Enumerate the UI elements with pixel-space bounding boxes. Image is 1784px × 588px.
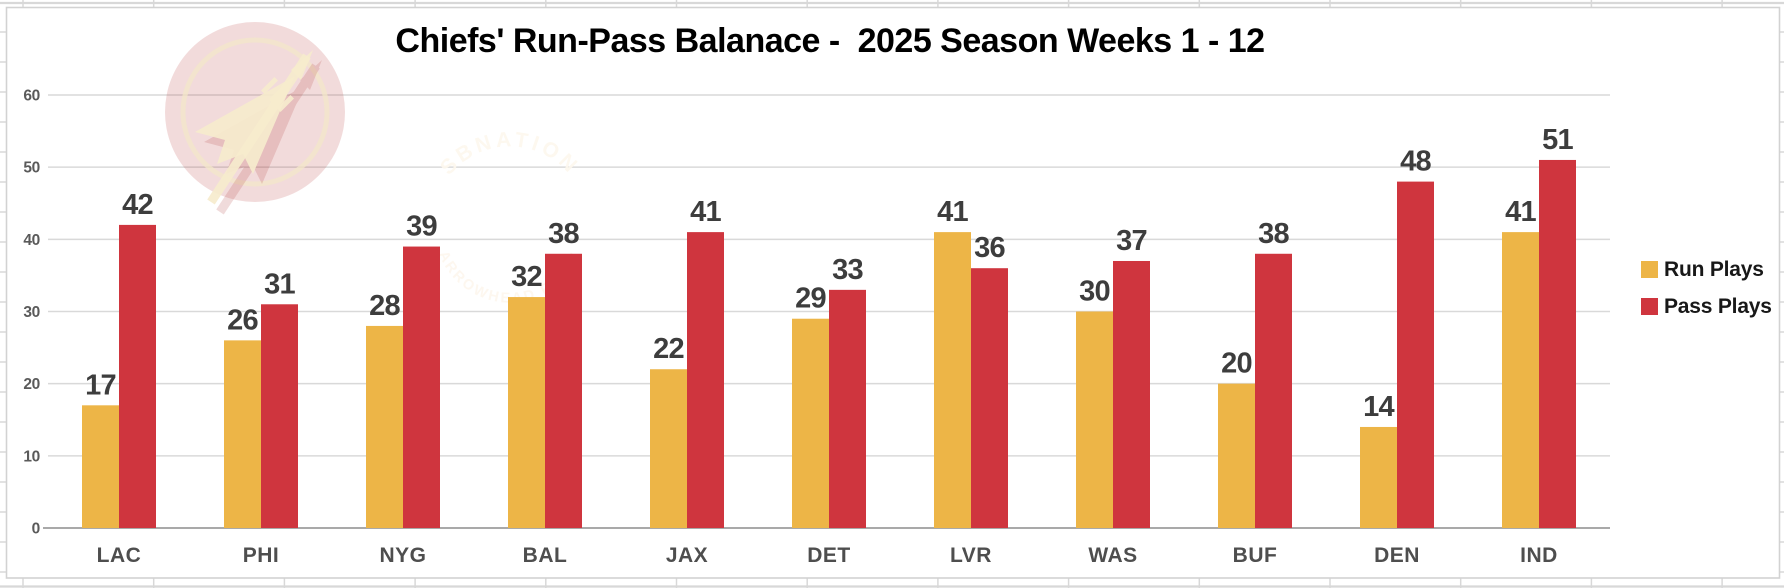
bar-series (82, 159, 1576, 529)
bar-pass-PHI (261, 304, 298, 528)
bar-pass-WAS (1113, 260, 1150, 528)
category-label-WAS: WAS (1088, 544, 1137, 567)
legend-label-run: Run Plays (1664, 258, 1764, 281)
bar-pass-DEN (1397, 181, 1434, 529)
y-tick-label: 40 (23, 232, 40, 249)
bar-run-LVR (934, 232, 971, 528)
value-label-run-NYG: 28 (369, 290, 400, 322)
bar-pass-DET (829, 289, 866, 528)
y-tick-label: 30 (23, 304, 40, 321)
value-label-pass-DEN: 48 (1400, 146, 1431, 178)
bar-run-PHI (224, 340, 261, 528)
bar-run-IND (1502, 232, 1539, 528)
bar-run-NYG (366, 325, 403, 528)
value-label-pass-NYG: 39 (406, 211, 437, 243)
value-label-pass-JAX: 41 (690, 196, 721, 228)
y-tick-label: 60 (23, 87, 40, 104)
y-tick-label: 0 (32, 521, 40, 538)
y-tick-label: 20 (23, 376, 40, 393)
bar-run-LAC (82, 405, 119, 528)
category-label-DET: DET (807, 544, 851, 567)
value-label-run-BAL: 32 (511, 261, 542, 293)
legend-label-pass: Pass Plays (1664, 295, 1772, 318)
category-label-JAX: JAX (666, 544, 708, 567)
chart-frame (5, 6, 1781, 579)
bar-run-BAL (508, 297, 545, 528)
category-label-PHI: PHI (243, 544, 280, 567)
bar-pass-BUF (1255, 253, 1292, 529)
watermark-arrow-icon (195, 50, 313, 205)
value-label-pass-DET: 33 (832, 254, 863, 286)
legend-swatch-run (1641, 261, 1658, 278)
value-label-run-IND: 41 (1505, 196, 1536, 228)
value-label-pass-IND: 51 (1542, 124, 1573, 156)
value-label-run-WAS: 30 (1079, 275, 1110, 307)
y-axis-labels: 0 10 20 30 40 50 60 (23, 87, 40, 537)
category-label-BUF: BUF (1233, 544, 1278, 567)
value-labels: 1742263128393238224129334136303720381448… (85, 124, 1574, 423)
chart-title: Chiefs' Run-Pass Balanace - 2025 Season … (395, 22, 1264, 60)
legend-swatch-pass (1641, 298, 1658, 315)
bar-run-DEN (1360, 426, 1397, 528)
value-label-run-PHI: 26 (227, 304, 258, 336)
y-tick-label: 10 (23, 448, 40, 465)
value-label-run-JAX: 22 (653, 333, 684, 365)
bar-run-WAS (1076, 311, 1113, 528)
bar-run-JAX (650, 369, 687, 528)
value-label-pass-WAS: 37 (1116, 225, 1147, 257)
category-label-NYG: NYG (379, 544, 426, 567)
value-label-pass-BUF: 38 (1258, 218, 1289, 250)
category-label-IND: IND (1520, 544, 1558, 567)
category-label-LAC: LAC (97, 544, 142, 567)
category-label-DEN: DEN (1374, 544, 1420, 567)
value-label-run-DET: 29 (795, 283, 826, 315)
value-label-run-LVR: 41 (937, 196, 968, 228)
bar-pass-JAX (687, 232, 724, 528)
chart-legend: Run Plays Pass Plays (1641, 258, 1772, 318)
value-label-pass-BAL: 38 (548, 218, 579, 250)
value-label-run-LAC: 17 (85, 369, 116, 401)
bar-run-DET (792, 318, 829, 528)
category-labels: LAC PHI NYG BAL JAX DET LVR WAS BUF DEN IND (97, 544, 1558, 567)
value-label-run-BUF: 20 (1221, 348, 1252, 380)
y-tick-label: 50 (23, 160, 40, 177)
bar-run-BUF (1218, 383, 1255, 528)
value-label-pass-PHI: 31 (264, 268, 295, 300)
bar-pass-LAC (119, 224, 156, 528)
bar-pass-BAL (545, 253, 582, 529)
value-label-run-DEN: 14 (1363, 391, 1394, 423)
category-label-LVR: LVR (950, 544, 992, 567)
watermark-inner-ring (180, 37, 330, 187)
bar-pass-IND (1539, 159, 1576, 528)
bar-pass-LVR (971, 268, 1008, 528)
category-label-BAL: BAL (523, 544, 568, 567)
value-label-pass-LVR: 36 (974, 232, 1005, 264)
value-label-pass-LAC: 42 (122, 189, 153, 221)
bar-pass-NYG (403, 246, 440, 528)
